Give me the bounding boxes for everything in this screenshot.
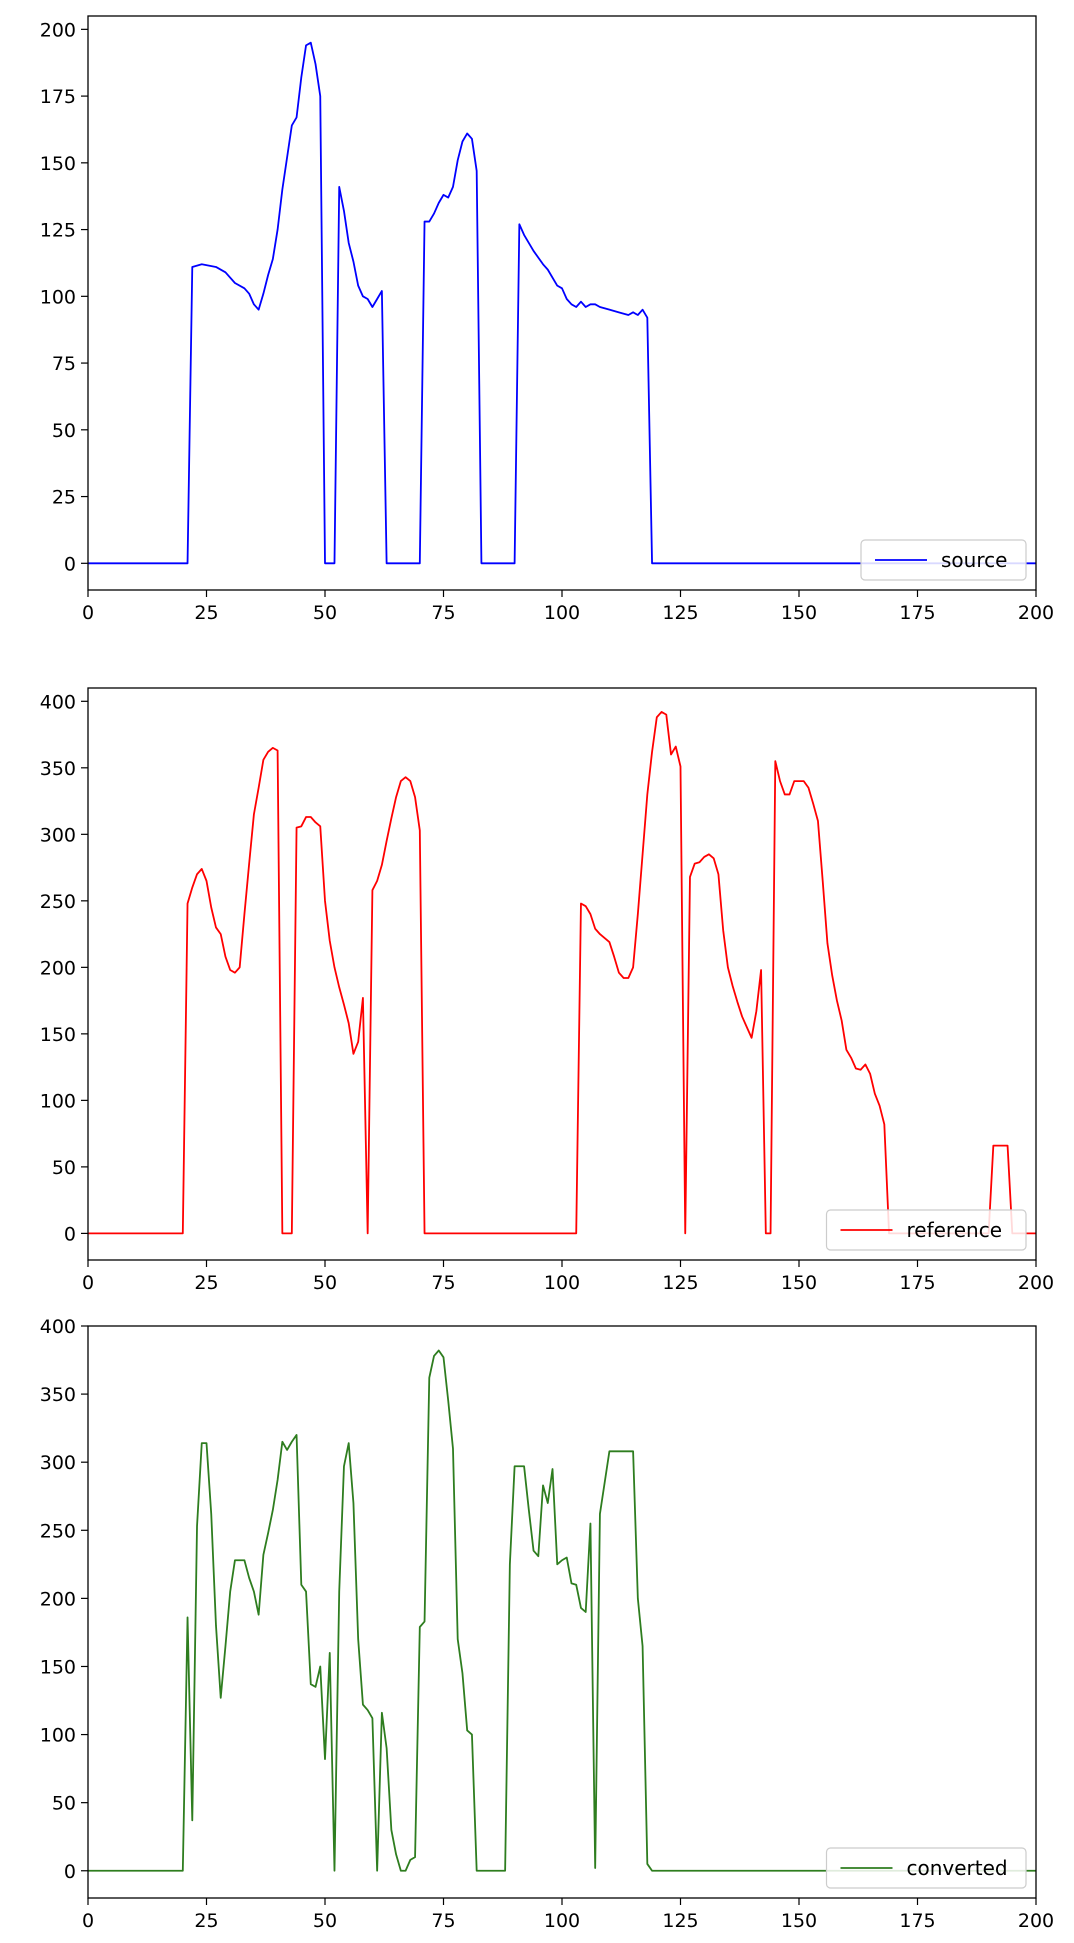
x-tick-label: 75 [431,1910,455,1932]
x-tick-label: 25 [194,1272,218,1294]
y-tick-label: 200 [40,19,76,41]
legend-box [825,1209,1027,1251]
x-tick-label: 125 [662,1910,698,1932]
y-tick-label: 250 [40,1520,76,1542]
y-tick-label: 125 [40,220,76,242]
y-tick-label: 350 [40,1384,76,1406]
x-tick-label: 125 [662,1272,698,1294]
source-series-line [88,41,1036,565]
y-tick-label: 75 [52,353,76,375]
source-chart-panel: 0 25 50 75 100 125 150 175 200 0 25 50 75 100 125 150 17… [40,15,1054,624]
x-tick-label: 75 [431,1272,455,1294]
legend: reference [825,1209,1027,1251]
reference-chart-panel: 0 25 50 75 100 125 150 175 200 0 50 100 150 200 250 300… [40,687,1054,1294]
x-tick-label: 50 [313,602,337,624]
x-tick-label: 50 [313,1272,337,1294]
y-tick-label: 300 [40,1452,76,1474]
y-tick-label: 50 [52,420,76,442]
x-tick-label: 25 [194,602,218,624]
x-tick-label: 150 [781,1910,817,1932]
x-tick-label: 150 [781,1272,817,1294]
y-tick-label: 0 [64,1223,76,1245]
legend-label: source [941,548,1007,572]
reference-series-line [88,711,1036,1235]
y-tick-label: 150 [40,1656,76,1678]
x-tick-label: 0 [82,602,94,624]
y-tick-label: 50 [52,1793,76,1815]
converted-chart-panel: 0 25 50 75 100 125 150 175 200 0 50 100 150 200 250 300… [40,1316,1054,1932]
y-tick-label: 400 [40,691,76,713]
x-tick-label: 175 [899,1910,935,1932]
x-tick-label: 25 [194,1910,218,1932]
x-tick-label: 75 [431,602,455,624]
x-tick-label: 50 [313,1910,337,1932]
legend: source [860,539,1027,581]
y-tick-label: 150 [40,1024,76,1046]
y-tick-label: 0 [64,553,76,575]
legend-box [825,1847,1027,1889]
x-tick-label: 175 [899,1272,935,1294]
converted-series-line [88,1349,1036,1872]
x-tick-label: 200 [1018,1910,1054,1932]
y-tick-label: 100 [40,286,76,308]
y-tick-label: 175 [40,86,76,108]
x-tick-label: 125 [662,602,698,624]
y-tick-label: 150 [40,153,76,175]
x-tick-label: 100 [544,602,580,624]
x-tick-label: 200 [1018,1272,1054,1294]
x-tick-label: 0 [82,1272,94,1294]
x-tick-label: 100 [544,1272,580,1294]
y-tick-label: 300 [40,824,76,846]
x-tick-label: 175 [899,602,935,624]
legend-label: converted [907,1856,1008,1880]
y-tick-label: 0 [64,1861,76,1883]
x-tick-label: 100 [544,1910,580,1932]
y-tick-label: 50 [52,1157,76,1179]
y-tick-label: 100 [40,1090,76,1112]
y-tick-label: 400 [40,1316,76,1338]
y-tick-label: 100 [40,1725,76,1747]
legend-label: reference [907,1218,1003,1242]
y-tick-label: 350 [40,758,76,780]
x-tick-label: 150 [781,602,817,624]
y-tick-label: 250 [40,891,76,913]
legend: converted [825,1847,1027,1889]
y-tick-label: 25 [52,487,76,509]
y-tick-label: 200 [40,957,76,979]
legend-box [860,539,1027,581]
y-tick-label: 200 [40,1588,76,1610]
x-tick-label: 0 [82,1910,94,1932]
x-tick-label: 200 [1018,602,1054,624]
